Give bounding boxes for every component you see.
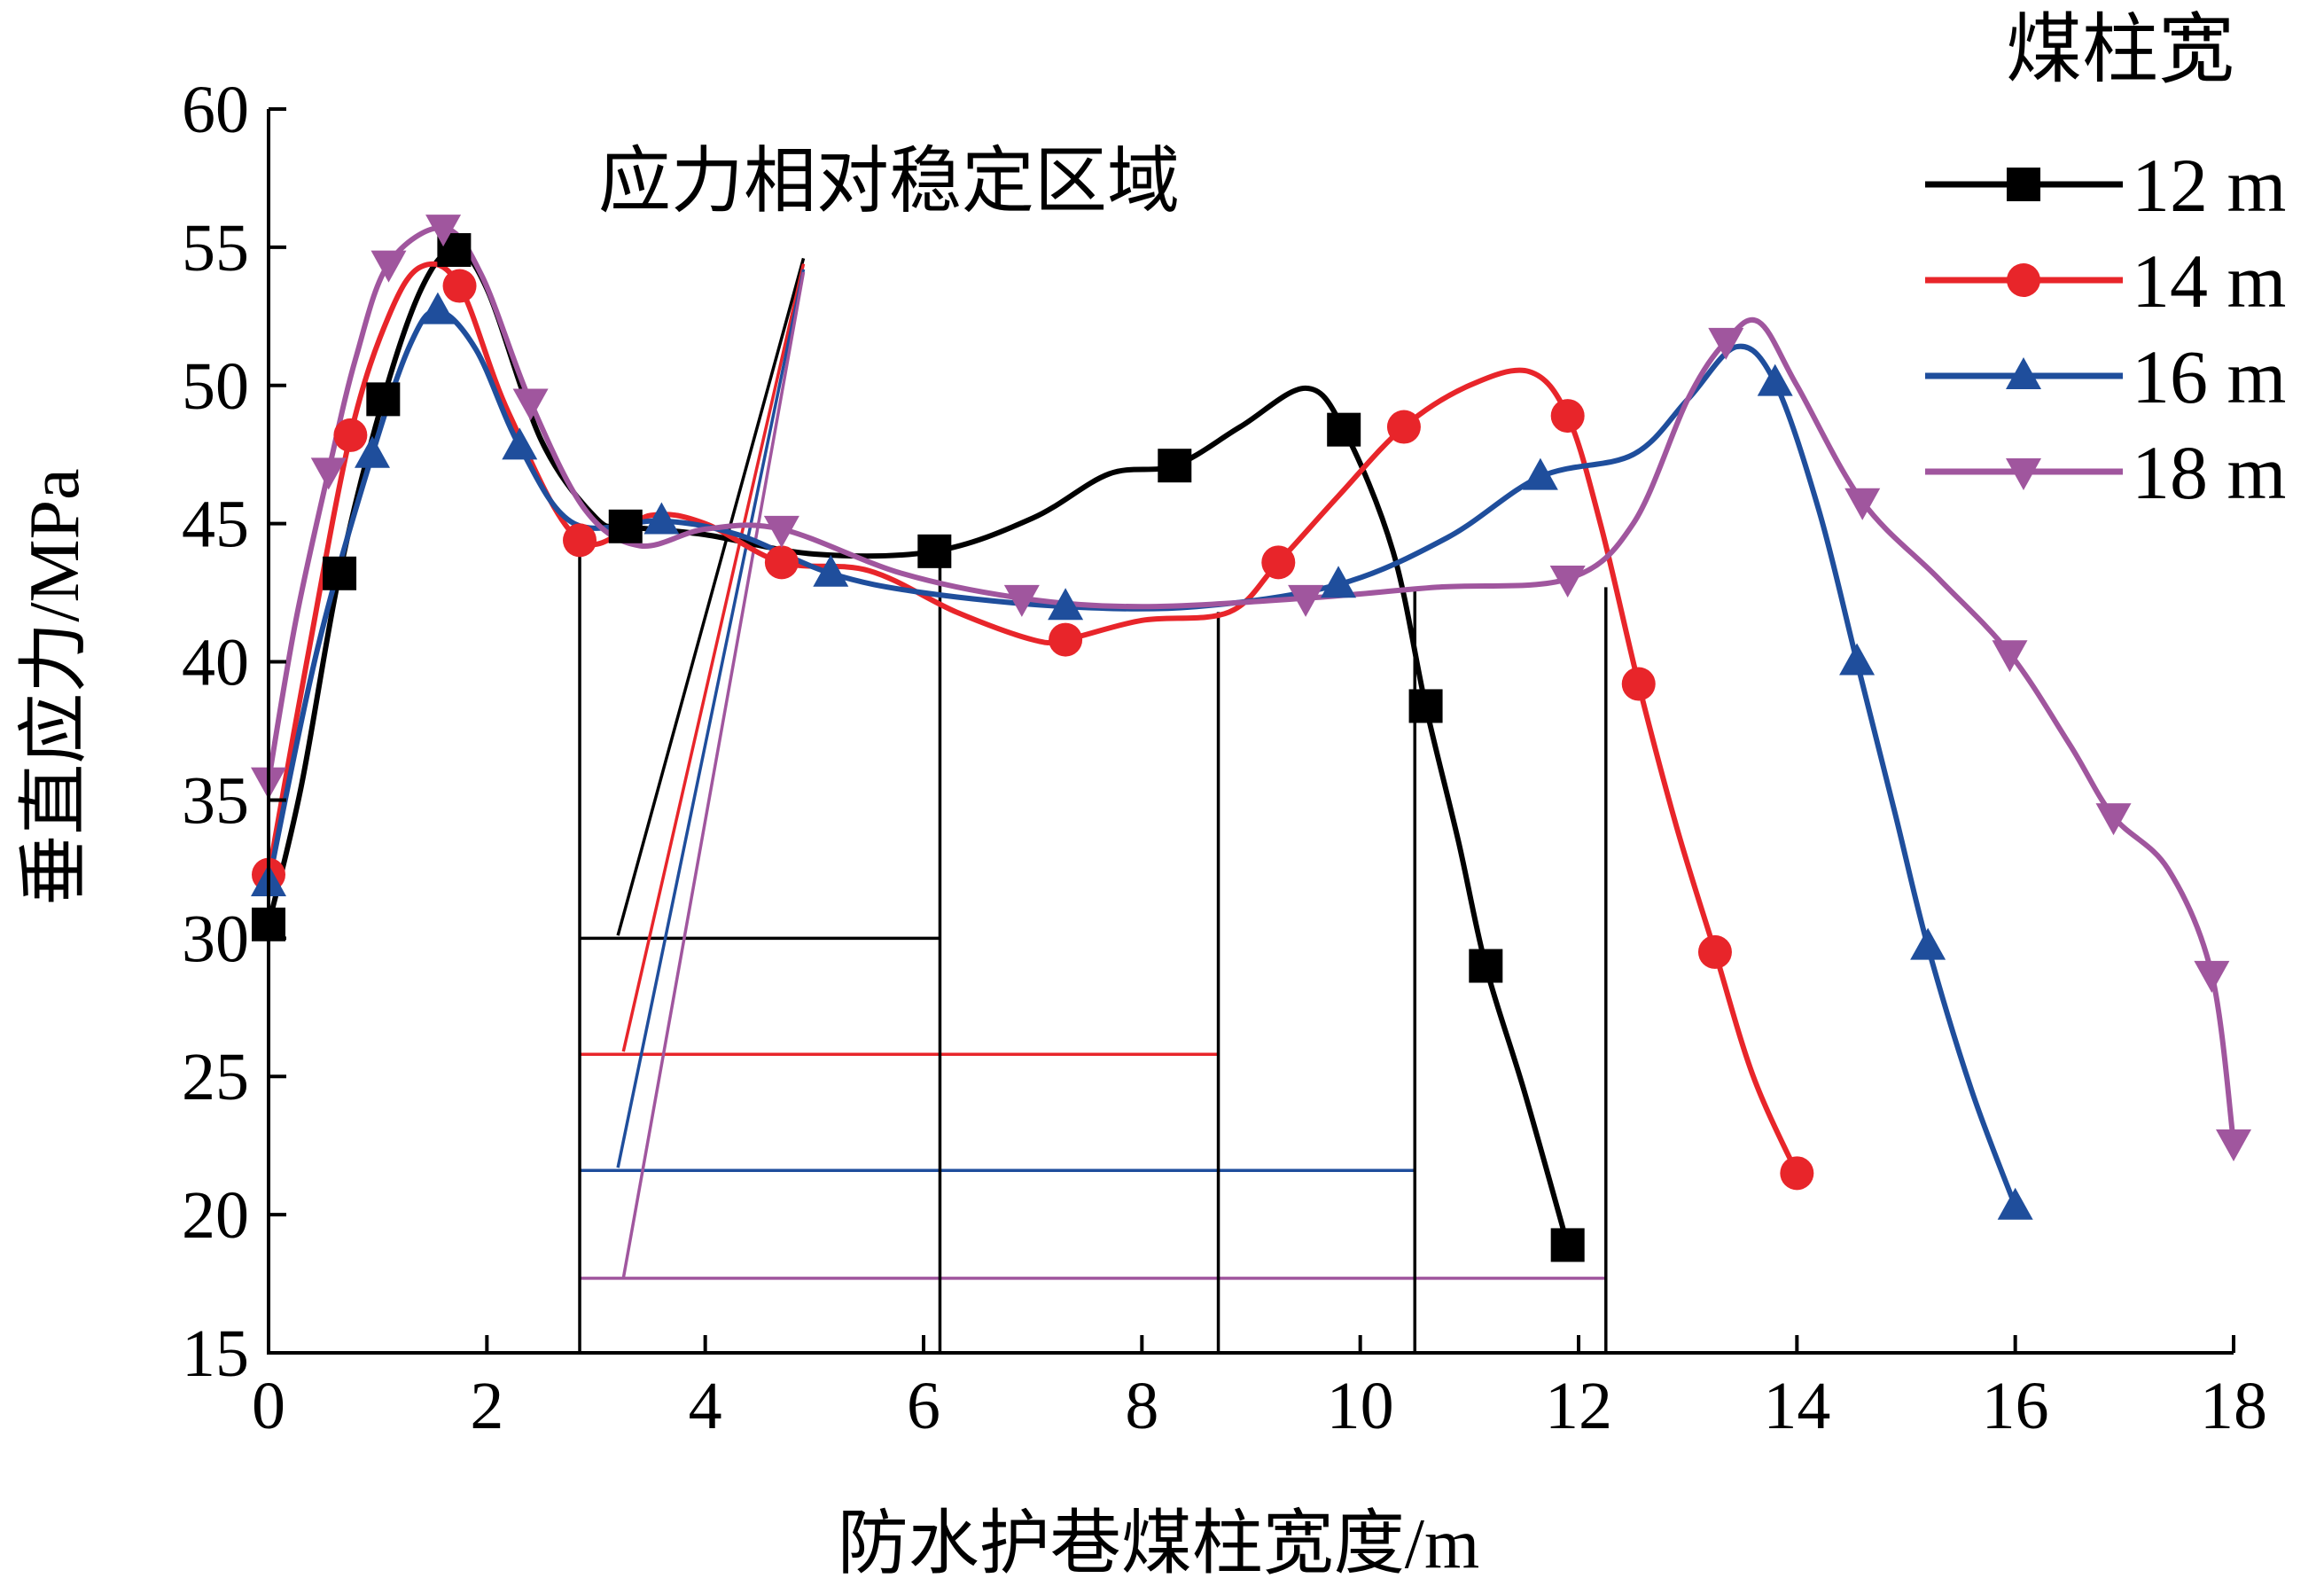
data-point-2-9 (1550, 399, 1585, 434)
stable-zone-pointer-2 (621, 263, 806, 1052)
data-point-1-3 (366, 382, 401, 417)
data-point-2-7 (1261, 545, 1296, 580)
data-point-4-14 (2194, 960, 2230, 993)
y-tick-label: 25 (182, 1040, 249, 1114)
data-point-1-10 (1469, 949, 1503, 983)
legend-marker-2 (2007, 263, 2040, 297)
y-tick-label: 45 (182, 488, 249, 562)
data-point-2-4 (563, 523, 597, 558)
data-point-1-7 (1158, 449, 1192, 483)
legend: 煤柱宽 12 m 14 m 16 m 18 m (1925, 7, 2286, 515)
data-point-2-10 (1621, 667, 1656, 701)
data-point-1-11 (1550, 1228, 1585, 1262)
series-curves (266, 225, 2236, 1246)
data-point-3-8 (1321, 566, 1357, 598)
legend-label-1: 12 m (2132, 143, 2286, 228)
y-tick-label: 20 (182, 1178, 249, 1253)
data-point-2-8 (1386, 410, 1421, 444)
x-tick-label: 12 (1545, 1369, 1612, 1443)
data-point-4-5 (512, 388, 549, 421)
data-point-1-9 (1408, 689, 1443, 723)
x-tick-label: 18 (2200, 1369, 2267, 1443)
data-point-4-8 (1288, 584, 1324, 617)
data-point-4-10 (1708, 327, 1744, 360)
data-point-1-8 (1327, 412, 1361, 447)
legend-marker-3 (2006, 357, 2041, 389)
x-tick-label: 14 (1763, 1369, 1830, 1443)
data-point-3-7 (1048, 588, 1084, 621)
stable-zone-pointer-3 (616, 269, 806, 1168)
data-point-4-9 (1549, 566, 1586, 598)
series-line-4 (266, 225, 2236, 1144)
data-point-4-13 (2095, 803, 2132, 836)
x-tick-label: 16 (1982, 1369, 2049, 1443)
data-point-3-11 (1839, 643, 1876, 676)
data-point-2-2 (333, 418, 368, 452)
data-point-4-6 (763, 515, 799, 548)
data-point-2-5 (764, 545, 799, 580)
legend-label-3: 16 m (2132, 334, 2286, 419)
data-point-1-6 (917, 534, 952, 568)
data-point-1-2 (323, 556, 357, 590)
series-line-1 (266, 247, 1571, 1246)
data-point-1-5 (608, 509, 643, 543)
data-point-2-11 (1697, 934, 1732, 969)
data-point-2-3 (442, 269, 477, 303)
annotation-label: 应力相对稳定区域 (598, 141, 1180, 222)
x-tick-label: 10 (1327, 1369, 1394, 1443)
y-tick-label: 35 (182, 763, 249, 838)
axes: 15 20 25 30 35 40 45 50 55 60 0 2 4 6 8 10 12 14 16 18 (182, 73, 2267, 1443)
x-tick-label: 2 (470, 1369, 503, 1443)
plot-area: 15 20 25 30 35 40 45 50 55 60 0 2 4 6 8 10 12 14 16 18 (182, 73, 2267, 1443)
stable-zone-pointer-4 (621, 271, 806, 1279)
legend-marker-4 (2006, 458, 2041, 490)
data-point-3-12 (1910, 927, 1946, 960)
y-tick-label: 60 (182, 73, 249, 147)
y-tick-label: 15 (182, 1316, 249, 1391)
data-point-4-4 (425, 215, 462, 247)
legend-title: 煤柱宽 (2006, 7, 2234, 92)
stable-zone-pointer-1 (616, 257, 806, 936)
x-tick-label: 8 (1125, 1369, 1158, 1443)
data-point-3-5 (643, 502, 680, 535)
x-tick-label: 6 (907, 1369, 940, 1443)
data-point-4-3 (370, 250, 407, 283)
data-point-4-12 (1992, 640, 2028, 673)
data-point-3-13 (1997, 1187, 2033, 1220)
y-tick-label: 55 (182, 211, 249, 285)
x-axis-title: 防水护巷煤柱宽度/m (838, 1505, 1479, 1583)
data-point-4-2 (310, 457, 347, 490)
data-point-2-6 (1049, 622, 1083, 657)
data-point-3-4 (502, 427, 538, 460)
y-tick-label: 30 (182, 902, 249, 976)
data-point-4-7 (1003, 584, 1040, 617)
data-point-4-11 (1844, 488, 1881, 520)
legend-label-2: 14 m (2132, 238, 2286, 324)
data-point-3-3 (419, 292, 456, 324)
x-tick-label: 0 (252, 1369, 285, 1443)
legend-marker-1 (2007, 168, 2040, 201)
data-point-4-15 (2216, 1129, 2251, 1162)
y-axis-title: 垂直应力/MPa (16, 468, 94, 905)
data-point-2-12 (1780, 1156, 1814, 1191)
x-tick-label: 4 (689, 1369, 722, 1443)
data-point-3-9 (1522, 457, 1558, 490)
data-point-3-6 (813, 554, 849, 587)
y-tick-label: 50 (182, 349, 249, 424)
legend-label-4: 18 m (2132, 430, 2286, 515)
data-point-3-10 (1757, 363, 1793, 396)
series-markers (251, 215, 2251, 1262)
data-point-3-2 (355, 435, 391, 468)
y-tick-label: 40 (182, 626, 249, 700)
